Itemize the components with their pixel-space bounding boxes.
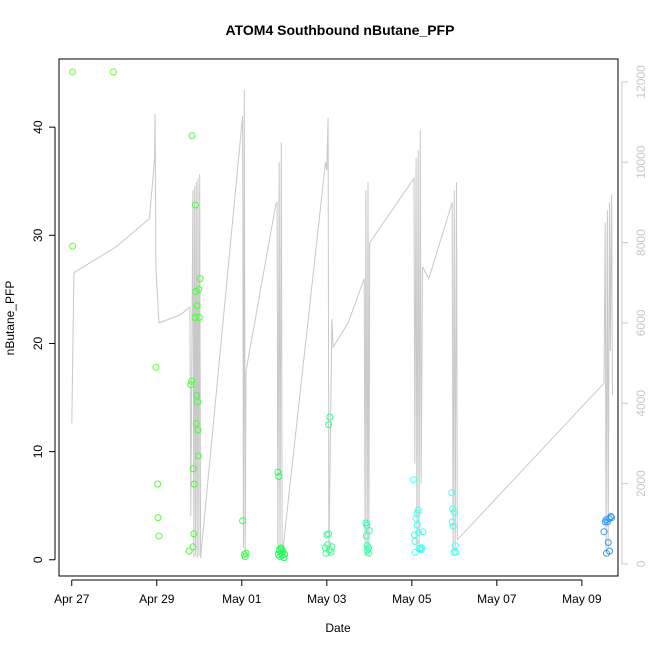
- data-point: [189, 465, 197, 473]
- y2-tick-label: 8000: [634, 229, 648, 256]
- data-point: [410, 531, 418, 539]
- data-point: [69, 242, 77, 250]
- left-axis: 0 10 20 30 40: [31, 120, 56, 563]
- data-point: [192, 201, 199, 209]
- data-point: [194, 426, 202, 434]
- data-point: [194, 398, 202, 406]
- data-point: [154, 514, 162, 522]
- data-point: [413, 509, 421, 517]
- data-point: [451, 542, 459, 550]
- data-point: [413, 521, 421, 529]
- data-point: [192, 420, 200, 427]
- data-point: [281, 550, 289, 558]
- x-tick-label: May 03: [307, 592, 347, 606]
- x-tick-label: May 01: [222, 592, 262, 606]
- data-point: [188, 132, 196, 140]
- data-point: [154, 480, 162, 488]
- data-point: [280, 554, 288, 562]
- y2-tick-label: 10000: [634, 145, 648, 179]
- data-point: [323, 531, 331, 539]
- data-point: [152, 363, 160, 371]
- data-point: [607, 513, 615, 520]
- data-point: [239, 517, 247, 525]
- data-point: [411, 548, 419, 556]
- data-point: [410, 476, 417, 484]
- data-point: [448, 489, 456, 497]
- data-point: [604, 539, 612, 546]
- data-point: [412, 515, 420, 523]
- y2-tick-label: 6000: [634, 309, 648, 336]
- data-point: [414, 506, 422, 514]
- data-point: [362, 532, 370, 540]
- data-point: [190, 530, 198, 538]
- right-axis: 0 2000 4000 6000 8000 10000 12000: [621, 65, 648, 567]
- data-point: [325, 421, 332, 429]
- data-point: [278, 545, 286, 553]
- data-point: [449, 522, 457, 530]
- y-tick-label: 0: [31, 556, 45, 563]
- data-point: [450, 508, 458, 516]
- data-point: [365, 527, 373, 535]
- x-axis: Apr 27 Apr 29 May 01 May 03 May 05 May 07 May …: [54, 579, 602, 606]
- data-point: [448, 518, 456, 526]
- data-point: [327, 548, 335, 556]
- x-tick-label: Apr 29: [139, 592, 175, 606]
- y-tick-label: 30: [31, 228, 45, 242]
- data-point: [242, 549, 250, 557]
- data-point: [449, 505, 457, 513]
- data-point: [189, 543, 197, 551]
- x-axis-label: Date: [325, 621, 351, 635]
- data-point: [606, 547, 613, 555]
- data-point: [365, 544, 372, 552]
- grey-line-layer: [71, 89, 613, 558]
- points-layer: [69, 68, 616, 562]
- data-point: [411, 537, 419, 545]
- data-point: [418, 544, 426, 552]
- y2-tick-label: 2000: [634, 470, 648, 497]
- data-point: [155, 532, 163, 540]
- y-tick-label: 10: [31, 445, 45, 459]
- y2-tick-label: 12000: [634, 65, 648, 99]
- data-point: [188, 377, 196, 385]
- data-point: [193, 302, 201, 310]
- data-point: [241, 553, 249, 560]
- data-point: [452, 548, 460, 556]
- y2-tick-label: 0: [634, 560, 648, 567]
- data-point: [69, 68, 77, 76]
- x-tick-label: Apr 27: [54, 592, 90, 606]
- data-point: [600, 528, 608, 536]
- data-point: [191, 314, 199, 321]
- data-point: [195, 314, 203, 321]
- y-axis-label: nButane_PFP: [3, 281, 17, 356]
- data-point: [415, 529, 423, 537]
- x-tick-label: May 07: [477, 592, 517, 606]
- data-point: [275, 473, 283, 480]
- chart-title: ATOM4 Southbound nButane_PFP: [226, 22, 455, 38]
- y2-tick-label: 4000: [634, 390, 648, 417]
- y-tick-label: 20: [31, 336, 45, 350]
- x-tick-label: May 09: [562, 592, 602, 606]
- data-point: [326, 413, 334, 421]
- data-point: [196, 275, 204, 283]
- data-point: [328, 543, 336, 551]
- plot-frame: [58, 58, 619, 577]
- data-point: [109, 68, 117, 76]
- data-point: [325, 530, 332, 538]
- data-point: [194, 452, 202, 460]
- data-point: [605, 515, 613, 523]
- data-point: [365, 549, 373, 557]
- data-point: [274, 468, 282, 476]
- x-tick-label: May 05: [392, 592, 432, 606]
- data-point: [185, 547, 193, 555]
- grey-series-line: [71, 89, 613, 558]
- y-tick-label: 40: [31, 120, 45, 134]
- data-point: [190, 480, 198, 488]
- data-point: [187, 381, 195, 389]
- data-point: [195, 285, 203, 293]
- data-point: [419, 528, 427, 536]
- data-point: [193, 391, 201, 399]
